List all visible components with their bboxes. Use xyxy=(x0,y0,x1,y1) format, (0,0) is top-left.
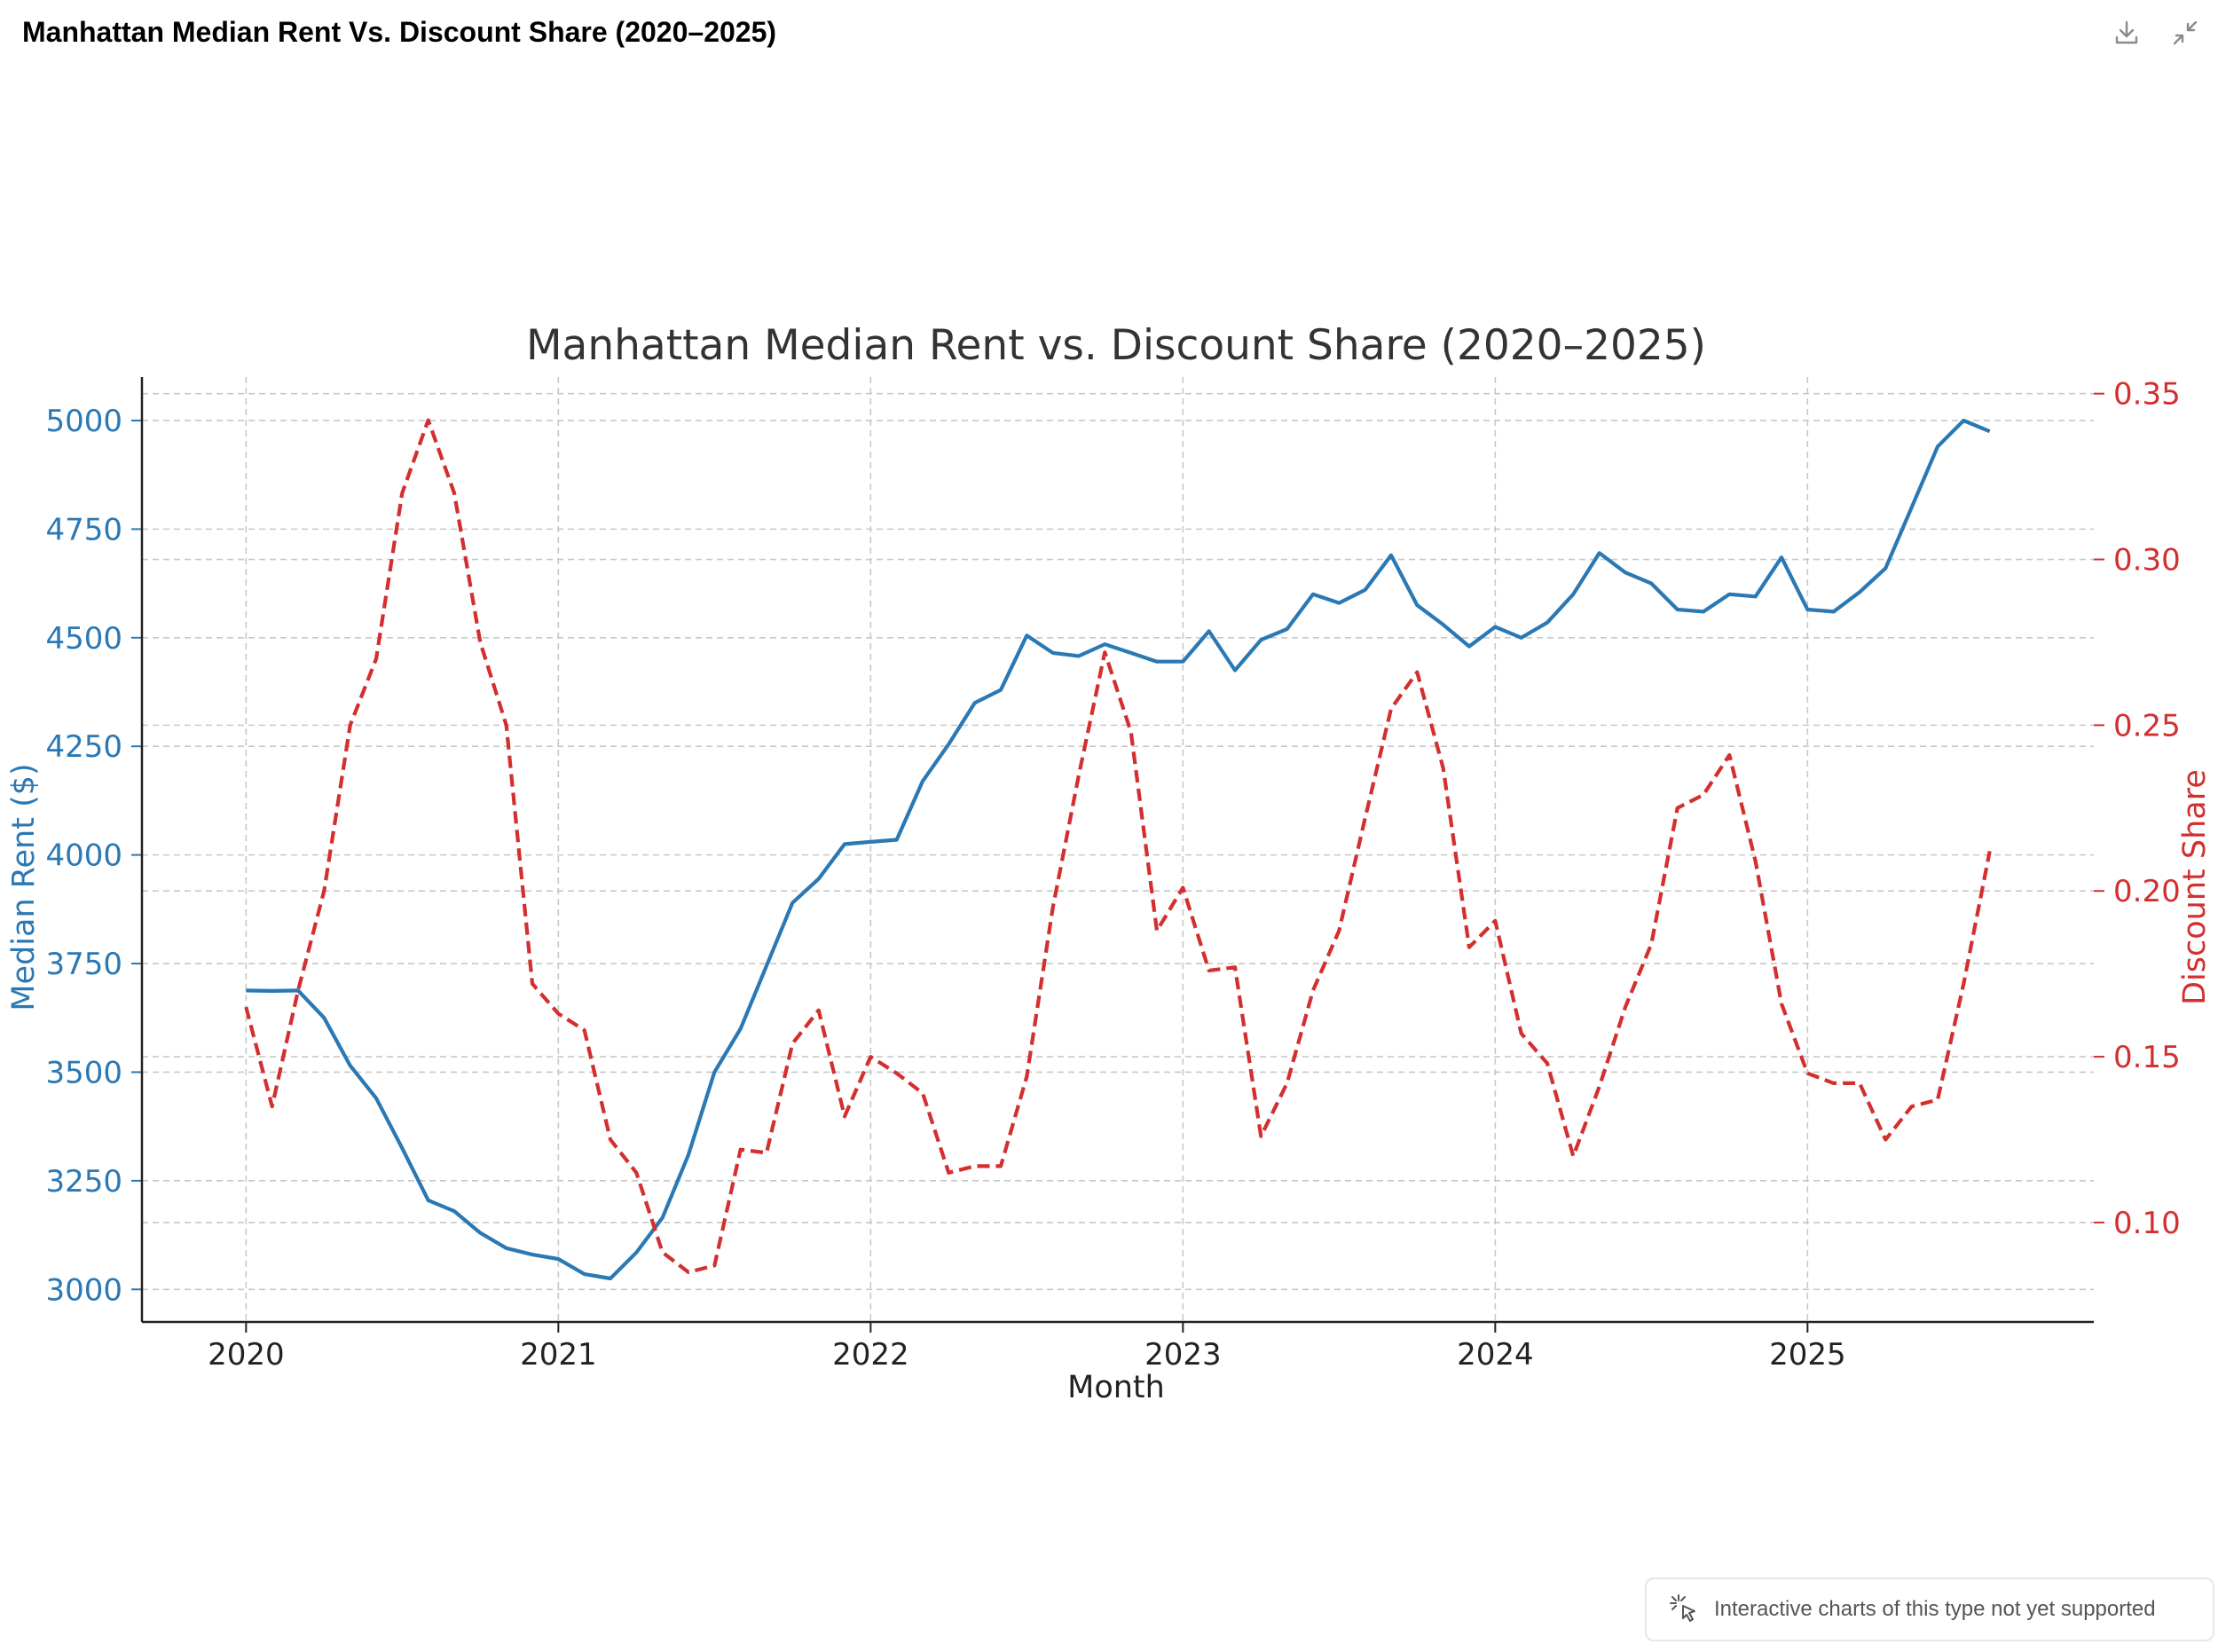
x-tick-label: 2025 xyxy=(1769,1337,1846,1373)
series xyxy=(244,418,1992,1281)
cursor-sparkle-icon xyxy=(1670,1594,1695,1622)
y-right-tick-label: 0.20 xyxy=(2113,874,2181,909)
discount-series-line xyxy=(244,418,1992,1275)
y-right-tick-label: 0.15 xyxy=(2113,1040,2181,1075)
y-left-tick-label: 4750 xyxy=(45,512,122,547)
axes: 2020 2021 2022 2023 2024 2025 3000 3250 3500 3750… xyxy=(45,377,2180,1373)
notice-text: Interactive charts of this type not yet … xyxy=(1714,1597,2156,1621)
y-left-tick-label: 3500 xyxy=(45,1055,122,1090)
y-left-tick-label: 5000 xyxy=(45,404,122,439)
x-tick-label: 2020 xyxy=(208,1337,285,1373)
rent-series-line xyxy=(246,418,1991,1281)
y-left-tick-label: 4500 xyxy=(45,621,122,657)
x-tick-label: 2021 xyxy=(520,1337,597,1373)
y-right-tick-label: 0.30 xyxy=(2113,543,2181,578)
collapse-icon xyxy=(2173,20,2198,45)
x-tick-label: 2024 xyxy=(1457,1337,1534,1373)
y-axis-right-label: Discount Share xyxy=(2177,769,2213,1005)
y-right-tick-label: 0.10 xyxy=(2113,1206,2181,1241)
y-right-tick-label: 0.35 xyxy=(2113,377,2181,413)
y-left-tick-label: 3750 xyxy=(45,947,122,982)
y-left-tick-label: 3250 xyxy=(45,1164,122,1200)
y-left-tick-label: 4000 xyxy=(45,838,122,874)
y-right-tick-label: 0.25 xyxy=(2113,708,2181,743)
download-button[interactable] xyxy=(2106,12,2147,53)
unsupported-notice: Interactive charts of this type not yet … xyxy=(1645,1577,2214,1641)
grid xyxy=(142,377,2094,1322)
x-axis-label: Month xyxy=(1067,1370,1165,1405)
x-tick-label: 2022 xyxy=(832,1337,909,1373)
download-icon xyxy=(2115,20,2138,44)
collapse-button[interactable] xyxy=(2165,12,2206,53)
y-axis-left-label: Median Rent ($) xyxy=(6,763,42,1011)
chart-title: Manhattan Median Rent vs. Discount Share… xyxy=(526,321,1706,370)
y-left-tick-label: 3000 xyxy=(45,1272,122,1308)
x-tick-label: 2023 xyxy=(1144,1337,1222,1373)
window-title: Manhattan Median Rent Vs. Discount Share… xyxy=(22,16,777,48)
y-left-tick-label: 4250 xyxy=(45,729,122,765)
